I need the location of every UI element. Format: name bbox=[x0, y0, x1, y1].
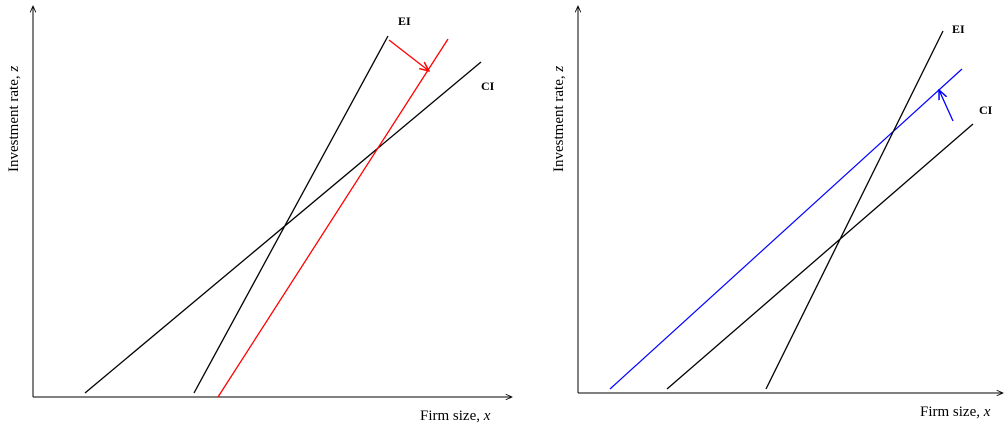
ci-label: CI bbox=[481, 79, 495, 93]
y-axis-label: Investment rate, z bbox=[6, 66, 22, 172]
ci-line bbox=[666, 123, 974, 390]
ci-label: CI bbox=[979, 103, 993, 117]
ei-label: EI bbox=[952, 22, 965, 36]
right-panel: EI CI Firm size, x Investment rate, z bbox=[551, 6, 1003, 420]
y-axis-label: Investment rate, z bbox=[551, 66, 567, 172]
x-axis-label: Firm size, x bbox=[420, 408, 491, 424]
ci-shifted-line bbox=[609, 68, 963, 390]
ci-line bbox=[84, 61, 482, 394]
shift-arrow bbox=[388, 39, 429, 71]
x-axis-label: Firm size, x bbox=[920, 404, 991, 420]
ei-label: EI bbox=[398, 14, 411, 28]
ei-line bbox=[193, 35, 389, 394]
shift-arrow bbox=[939, 90, 954, 122]
ei-shifted-line bbox=[217, 38, 449, 398]
ei-line bbox=[765, 30, 944, 390]
left-panel: EI CI Firm size, x Investment rate, z bbox=[6, 6, 512, 424]
